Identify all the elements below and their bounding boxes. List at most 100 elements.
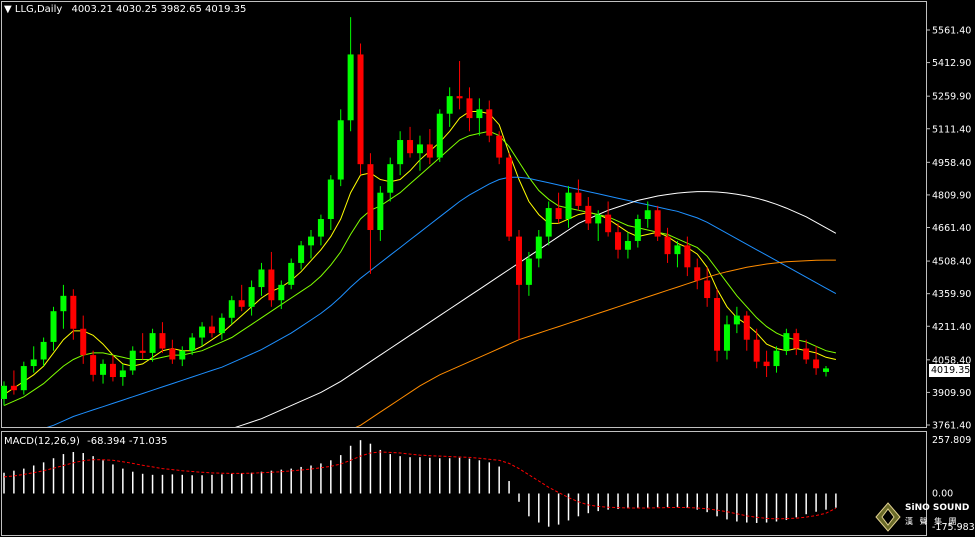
candle-up <box>535 236 542 259</box>
candle-down <box>139 350 146 353</box>
candle-up <box>446 96 453 114</box>
logo-text: SiNO SOUND <box>905 503 970 513</box>
candle-down <box>109 363 116 378</box>
price-tick-label: 3761.40 <box>932 421 971 432</box>
moving-average-line-2 <box>3 130 837 407</box>
candle-up <box>20 366 27 391</box>
candle-up <box>129 350 136 371</box>
candle-down <box>605 214 612 233</box>
candle-up <box>337 120 344 180</box>
candle-up <box>40 341 47 360</box>
candle-up <box>50 311 57 342</box>
macd-tick-label: 0.00 <box>932 488 953 499</box>
candle-up <box>149 333 156 353</box>
moving-average-line-4 <box>235 191 837 427</box>
price-tick-label: 4359.90 <box>932 289 971 300</box>
candle-down <box>407 140 414 154</box>
candle-down <box>496 135 503 158</box>
macd-values: -68.394 -71.035 <box>87 436 168 447</box>
price-tick-label: 3909.90 <box>932 388 971 399</box>
candle-up <box>377 192 384 231</box>
candle-up <box>387 164 394 193</box>
price-tick-label: 4958.40 <box>932 158 971 169</box>
candle-down <box>654 210 661 237</box>
candle-down <box>615 232 622 250</box>
candle-down <box>357 54 364 165</box>
price-tick-label: 4508.40 <box>932 257 971 268</box>
price-tick-label: 5561.40 <box>932 26 971 37</box>
macd-axis: 257.809 0.00 -175.983 <box>932 435 975 533</box>
candle-up <box>674 245 681 255</box>
candle-up <box>644 210 651 220</box>
candle-up <box>565 192 572 220</box>
candle-up <box>723 324 730 351</box>
candle-up <box>228 300 235 318</box>
candle-down <box>803 348 810 360</box>
candle-up <box>416 144 423 154</box>
candle-up <box>119 370 126 378</box>
main-pane-frame <box>1 1 927 428</box>
candle-up <box>308 236 315 246</box>
candle-down <box>575 192 582 206</box>
candle-down <box>813 359 820 369</box>
price-tick-label: 4058.40 <box>932 355 971 366</box>
candle-up <box>733 315 740 325</box>
price-axis[interactable]: 5561.40 5412.90 5259.90 5111.40 4958.40 4809.… <box>926 26 971 432</box>
candle-up <box>347 54 354 121</box>
candle-down <box>456 96 463 99</box>
candle-down <box>238 300 245 307</box>
candle-down <box>704 280 711 299</box>
candle-up <box>397 140 404 165</box>
macd-header: MACD(12,26,9) -68.394 -71.035 <box>4 436 168 447</box>
candle-up <box>783 333 790 351</box>
candle-up <box>278 284 285 301</box>
candle-down <box>506 157 513 237</box>
price-tick-label: 4211.40 <box>932 322 971 333</box>
symbol-header: ▼ LLG,Daily 4003.21 4030.25 3982.65 4019… <box>4 4 246 15</box>
macd-tick-label: 257.809 <box>932 435 971 446</box>
candle-up <box>595 214 602 224</box>
candle-up <box>823 368 829 372</box>
candle-up <box>545 208 552 237</box>
candle-down <box>793 333 800 349</box>
candle-up <box>199 326 206 338</box>
candle-up <box>298 245 305 263</box>
candle-down <box>268 269 275 301</box>
candle-down <box>585 205 592 224</box>
candle-down <box>159 333 166 349</box>
candle-up <box>436 113 443 158</box>
candle-down <box>515 236 522 285</box>
candle-up <box>248 287 255 307</box>
price-tick-label: 5412.90 <box>932 58 971 69</box>
candle-up <box>30 359 37 367</box>
sino-sound-logo: SiNO SOUND 漢 聲 集 團 <box>875 500 975 536</box>
collapse-triangle-icon[interactable]: ▼ <box>4 4 12 15</box>
candle-up <box>317 219 324 237</box>
macd-tick-label: -175.983 <box>932 522 975 533</box>
ohlc-values: 4003.21 4030.25 3982.65 4019.35 <box>71 4 247 15</box>
candle-down <box>486 109 493 136</box>
candle-down <box>714 298 721 351</box>
candle-down <box>367 164 374 231</box>
candle-up <box>100 363 107 375</box>
candle-down <box>743 315 750 340</box>
macd-signal-line <box>3 451 837 520</box>
price-tick-label: 5259.90 <box>932 92 971 103</box>
price-tick-label: 4809.90 <box>932 190 971 201</box>
candle-up <box>773 350 780 367</box>
candle-up <box>624 240 631 250</box>
candle-up <box>218 317 225 334</box>
candle-up <box>60 295 67 312</box>
price-tick-label: 5111.40 <box>932 124 971 135</box>
macd-label: MACD(12,26,9) <box>4 436 80 447</box>
candle-up <box>525 258 532 285</box>
candle-up <box>189 337 196 351</box>
current-price-marker: 4019.35 <box>929 364 971 377</box>
macd-pane-frame <box>1 431 927 536</box>
candle-up <box>634 219 641 241</box>
candle-up <box>288 262 295 285</box>
candle-down <box>208 326 215 334</box>
candle-down <box>80 328 87 356</box>
